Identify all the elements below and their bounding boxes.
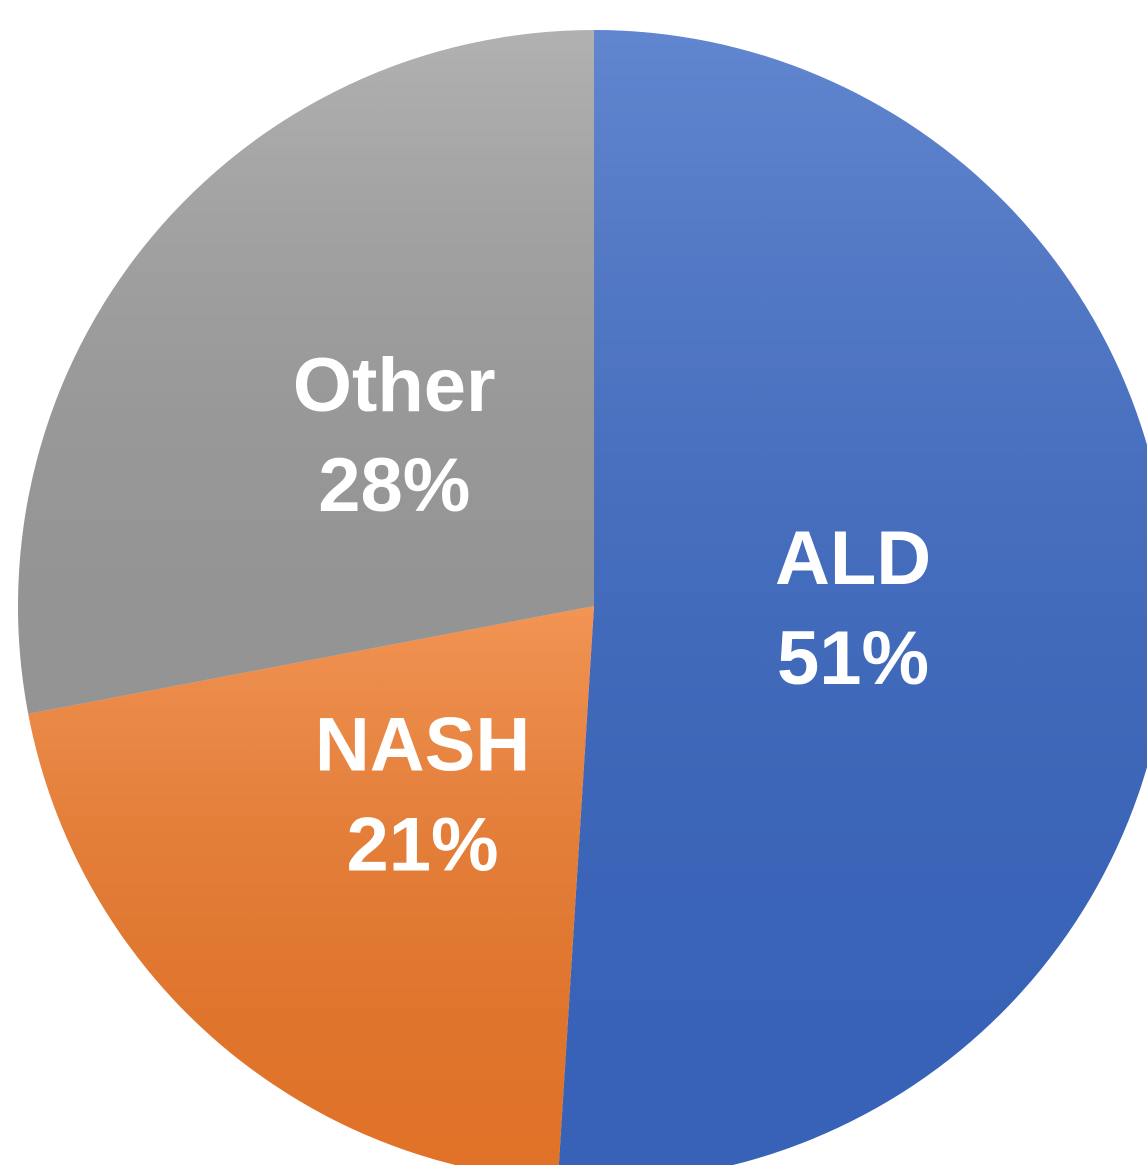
slice-label-name: ALD xyxy=(775,516,931,601)
slice-label-value: 21% xyxy=(347,803,499,888)
slice-label-name: Other xyxy=(293,343,496,428)
slice-label-name: NASH xyxy=(315,703,530,788)
slice-label-value: 51% xyxy=(777,616,929,701)
slice-label-value: 28% xyxy=(318,443,470,528)
